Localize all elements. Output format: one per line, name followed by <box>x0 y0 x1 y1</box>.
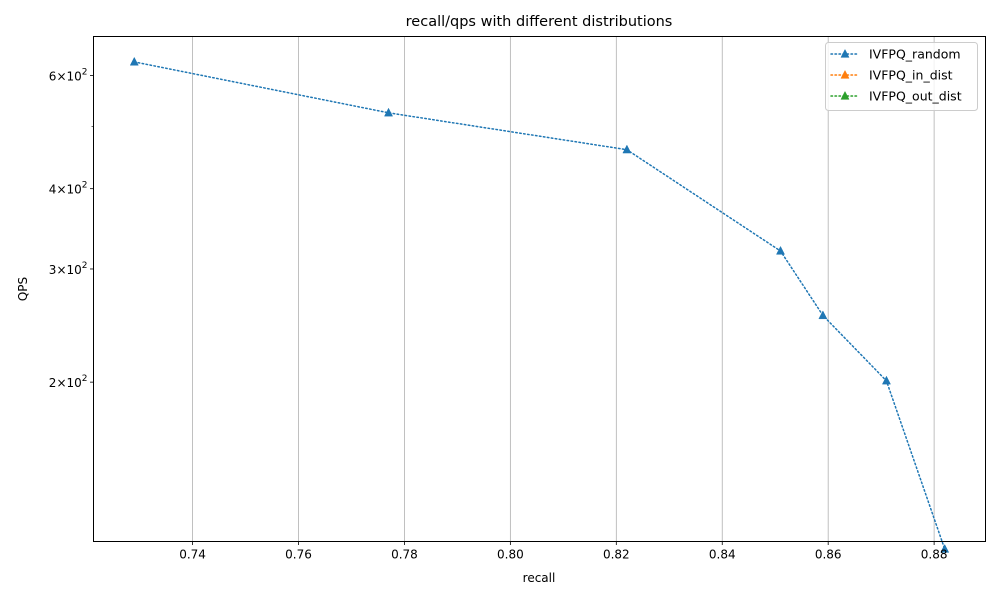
x-tick-label: 0.74 <box>179 548 206 562</box>
legend-label: IVFPQ_random <box>869 47 961 62</box>
legend: IVFPQ_random IVFPQ_in_dist IVFPQ_out_dist <box>825 42 978 111</box>
x-tick-label: 0.88 <box>921 548 948 562</box>
y-axis-title: QPS <box>16 277 30 301</box>
data-point-marker <box>818 310 828 320</box>
data-point-marker <box>940 543 950 553</box>
x-tick-label: 0.78 <box>391 548 418 562</box>
data-point-marker <box>129 56 139 66</box>
y-tick-label: 6×102 <box>49 68 88 84</box>
x-axis-title: recall <box>523 571 556 585</box>
legend-box <box>825 42 978 111</box>
series-layer <box>129 56 950 553</box>
chart-title: recall/qps with different distributions <box>406 14 673 30</box>
x-tick-label: 0.80 <box>497 548 524 562</box>
data-point-marker <box>622 144 632 154</box>
grid-layer <box>192 36 935 542</box>
y-tick-layer: 2×102 3×102 4×102 6×102 <box>49 68 94 390</box>
legend-marker <box>840 90 850 100</box>
x-tick-label: 0.84 <box>709 548 736 562</box>
data-point-marker <box>384 107 393 117</box>
legend-marker <box>840 69 850 79</box>
y-tick-label: 2×102 <box>49 374 88 390</box>
x-tick-label: 0.86 <box>815 548 842 562</box>
x-tick-layer: 0.74 0.76 0.78 0.80 0.82 0.84 0.86 0.88 <box>179 541 948 562</box>
data-point-marker <box>881 375 891 385</box>
plot-frame <box>93 36 986 542</box>
y-tick-label: 3×102 <box>49 261 88 277</box>
legend-marker <box>840 48 850 58</box>
x-tick-label: 0.82 <box>603 548 630 562</box>
legend-label: IVFPQ_in_dist <box>869 68 953 83</box>
y-tick-label: 4×102 <box>49 181 88 197</box>
legend-label: IVFPQ_out_dist <box>869 89 962 104</box>
x-tick-label: 0.76 <box>285 548 312 562</box>
data-point-marker <box>776 245 785 255</box>
